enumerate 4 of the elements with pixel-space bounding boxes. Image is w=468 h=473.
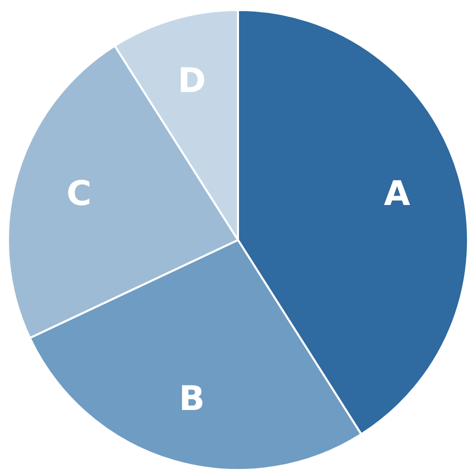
slice-label: C [66, 174, 92, 214]
slice-label: D [178, 60, 206, 101]
slice-label: B [178, 379, 205, 420]
slice-label: A [384, 174, 411, 214]
